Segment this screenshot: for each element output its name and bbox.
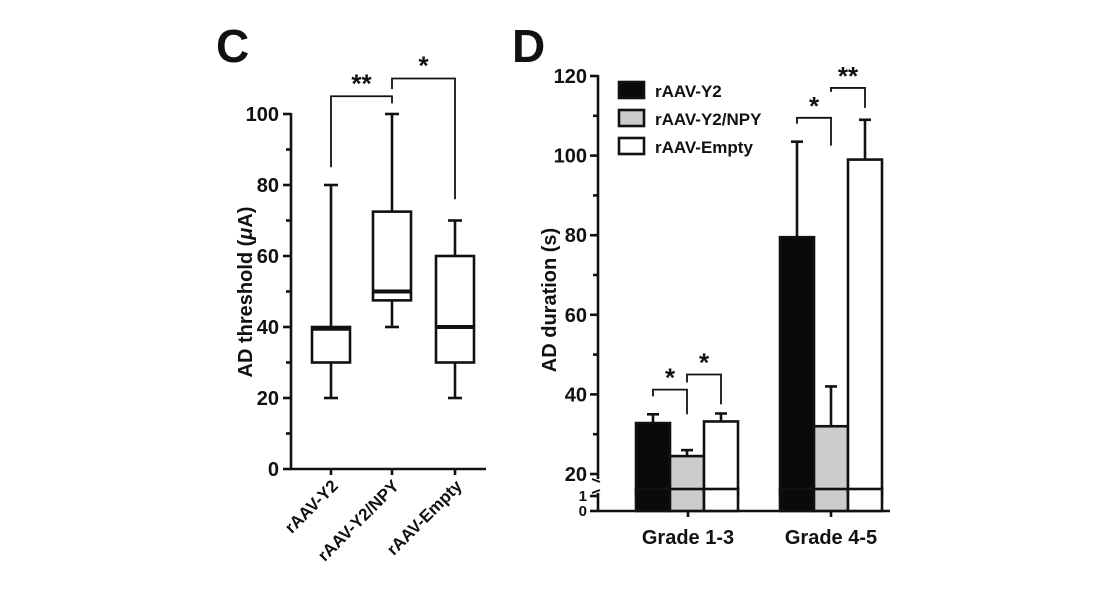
bar-0-0	[634, 421, 672, 498]
significance-label: *	[699, 348, 710, 378]
significance-label: *	[418, 51, 429, 81]
bar-lower-0-0	[634, 487, 672, 513]
significance-label: **	[351, 68, 372, 98]
panel-d: D AD duration (s) 0120406080100120Grade …	[512, 20, 890, 549]
y-tick-label-d: 0	[579, 503, 587, 520]
significance-bracket	[830, 87, 866, 108]
y-tick-label-c: 60	[257, 246, 279, 268]
significance-d: *****	[652, 61, 866, 415]
y-tick-label-d: 20	[565, 464, 587, 486]
bar-2-0	[702, 420, 740, 498]
y-tick-label-d: 100	[554, 146, 587, 168]
significance-bracket	[652, 388, 688, 415]
y-tick-label-d: 80	[565, 225, 587, 247]
significance-label: *	[665, 363, 676, 393]
legend-label: rAAV-Empty	[655, 138, 753, 157]
panel-label-d: D	[512, 20, 545, 72]
legend-d: rAAV-Y2 rAAV-Y2/NPY rAAV-Empty	[617, 80, 762, 157]
y-tick-label-d: 120	[554, 66, 587, 88]
axis-break-mark	[591, 489, 601, 494]
panel-c: C AD threshold (μA) 020406080100rAAV-Y2r…	[216, 20, 486, 565]
legend-label: rAAV-Y2/NPY	[655, 110, 762, 129]
y-label-mu: μ	[235, 228, 257, 241]
y-tick-label-d: 1	[579, 488, 587, 505]
box-0	[310, 325, 352, 364]
bars-d	[634, 118, 884, 513]
y-axis-label-d: AD duration (s)	[539, 228, 561, 372]
legend-swatch	[617, 80, 646, 100]
y-label-post: A)	[235, 207, 257, 228]
significance-bracket	[391, 77, 456, 200]
y-label-pre: AD threshold (	[235, 239, 257, 377]
box-2	[434, 254, 476, 364]
y-tick-label-c: 20	[257, 388, 279, 410]
y-tick-label-d: 60	[565, 305, 587, 327]
bar-lower-0-1	[778, 487, 816, 513]
bar-0-1	[778, 235, 816, 498]
x-tick-label-c: rAAV-Y2	[281, 476, 342, 537]
box-1	[371, 210, 413, 302]
legend-label: rAAV-Y2	[655, 82, 722, 101]
boxes-c	[310, 112, 476, 400]
bar-1-1	[812, 424, 850, 498]
significance-bracket	[796, 116, 832, 146]
x-tick-label-d: Grade 4-5	[785, 527, 877, 549]
y-axis-label-c: AD threshold (μA)	[235, 207, 257, 378]
significance-label: *	[809, 91, 820, 121]
bar-lower-2-0	[702, 487, 740, 513]
y-tick-label-c: 100	[246, 104, 279, 126]
y-tick-label-c: 80	[257, 175, 279, 197]
bar-2-1	[846, 158, 884, 498]
legend-swatch	[617, 108, 646, 128]
x-tick-label-d: Grade 1-3	[642, 527, 734, 549]
y-tick-label-d: 40	[565, 384, 587, 406]
panel-label-c: C	[216, 20, 249, 72]
y-tick-label-c: 0	[268, 459, 279, 481]
bar-lower-1-1	[812, 487, 850, 513]
significance-label: **	[838, 61, 859, 91]
bar-lower-2-1	[846, 487, 884, 513]
significance-bracket	[686, 373, 722, 405]
legend-swatch	[617, 136, 646, 156]
significance-bracket	[330, 95, 393, 168]
significance-c: ***	[330, 51, 456, 200]
bar-lower-1-0	[668, 487, 706, 513]
y-tick-label-c: 40	[257, 317, 279, 339]
axis-break-mark	[591, 478, 601, 483]
